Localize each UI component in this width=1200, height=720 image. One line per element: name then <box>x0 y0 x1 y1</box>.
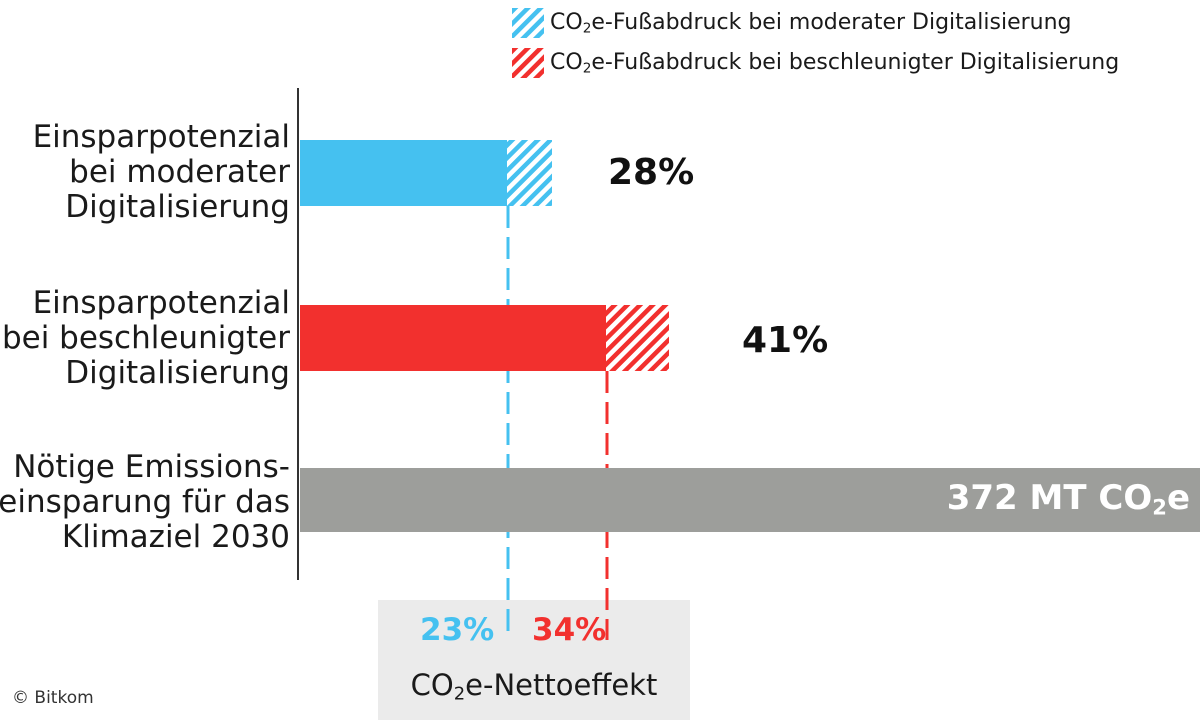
bar-footprint-accelerated <box>606 305 669 371</box>
net-label-moderate: 23% <box>420 612 495 648</box>
legend-label-moderate: CO2e-Fußabdruck bei moderater Digitalisi… <box>550 9 1072 37</box>
bar-footprint-moderate <box>507 140 552 206</box>
net-effect-box <box>378 600 690 720</box>
copyright-text: © Bitkom <box>12 688 94 708</box>
legend-item-accelerated: CO2e-Fußabdruck bei beschleunigter Digit… <box>512 48 1119 78</box>
bar-net-accelerated <box>300 305 606 371</box>
legend-item-moderate: CO2e-Fußabdruck bei moderater Digitalisi… <box>512 8 1072 38</box>
bar-net-moderate <box>300 140 507 206</box>
net-label-accelerated: 34% <box>532 612 607 648</box>
category-label-moderate: Einsparpotenzial bei moderater Digitalis… <box>32 119 290 225</box>
category-label-target: Nötige Emissions- einsparung für das Kli… <box>0 449 290 555</box>
target-value-label: 372 MT CO2e <box>946 478 1190 520</box>
legend-swatch-moderate <box>512 8 544 38</box>
category-label-accelerated: Einsparpotenzial bei beschleunigter Digi… <box>1 285 290 391</box>
net-effect-title: CO2e-Nettoeffekt <box>410 668 658 705</box>
gross-label-moderate: 28% <box>608 152 695 193</box>
legend-swatch-accelerated <box>512 48 544 78</box>
bar-target <box>300 468 1200 532</box>
legend-label-accelerated: CO2e-Fußabdruck bei beschleunigter Digit… <box>550 49 1120 77</box>
gross-label-accelerated: 41% <box>742 320 829 361</box>
